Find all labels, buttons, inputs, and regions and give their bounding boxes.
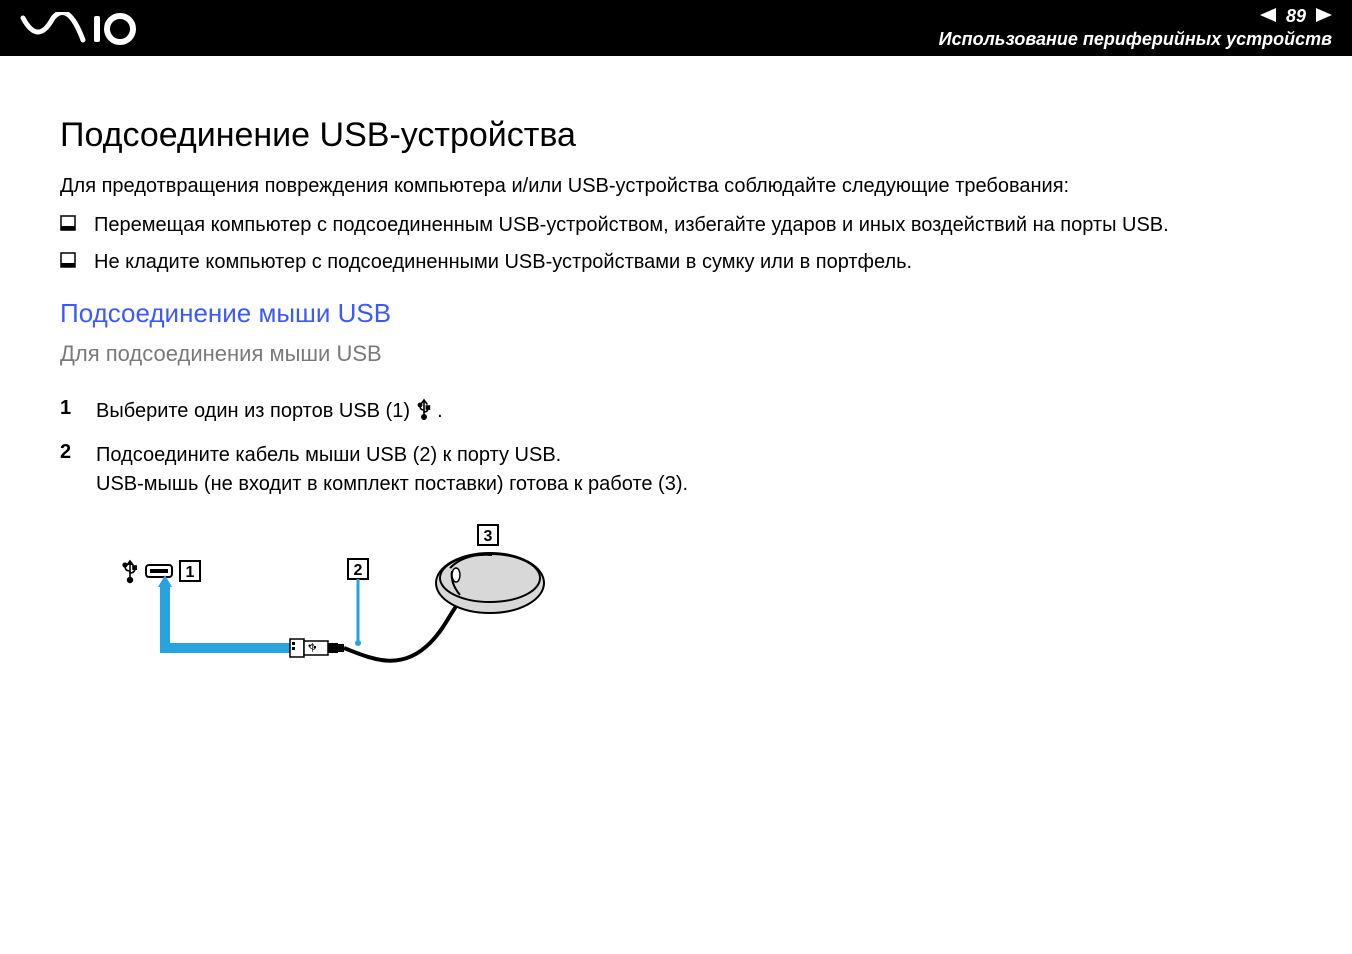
prev-page-arrow[interactable] [1260,6,1276,27]
step-text: Подсоедините кабель мыши USB (2) к порту… [96,441,688,499]
step-line: USB-мышь (не входит в комплект поставки)… [96,473,688,495]
precautions-list: Перемещая компьютер с подсоединенным USB… [60,212,1292,276]
vaio-logo [20,12,140,51]
step-number: 1 [60,397,74,420]
page-number: 89 [1286,6,1306,27]
usb-icon [416,398,432,429]
page-content: Подсоединение USB-устройства Для предотв… [0,56,1352,698]
step-text-after: . [437,400,443,422]
intro-text: Для предотвращения повреждения компьютер… [60,175,1292,198]
step-text-before: Выберите один из портов USB (1) [96,400,416,422]
header-right: 89 Использование периферийных устройств [939,6,1332,50]
bullet-text: Перемещая компьютер с подсоединенным USB… [94,212,1169,239]
subsection-lead: Для подсоединения мыши USB [60,341,1292,367]
step-item: 2 Подсоедините кабель мыши USB (2) к пор… [60,441,1292,499]
bullet-icon [60,252,76,273]
diagram-label-3: 3 [478,525,498,545]
step-line: Подсоедините кабель мыши USB (2) к порту… [96,444,561,466]
diagram-label-1: 1 [180,561,200,581]
subsection-title: Подсоединение мыши USB [60,298,1292,329]
steps-list: 1 Выберите один из портов USB (1) [60,397,1292,499]
list-item: Перемещая компьютер с подсоединенным USB… [60,212,1292,239]
svg-text:3: 3 [484,528,493,545]
step-text: Выберите один из портов USB (1) [96,397,443,429]
next-page-arrow[interactable] [1316,6,1332,27]
bullet-text: Не кладите компьютер с подсоединенными U… [94,249,912,276]
page-nav: 89 [939,6,1332,27]
page-title: Подсоединение USB-устройства [60,116,1292,155]
list-item: Не кладите компьютер с подсоединенными U… [60,249,1292,276]
step-item: 1 Выберите один из портов USB (1) [60,397,1292,429]
diagram-label-2: 2 [348,559,368,579]
mouse-illustration [436,553,544,613]
page-header: 89 Использование периферийных устройств [0,0,1352,56]
svg-text:2: 2 [354,562,363,579]
section-title: Использование периферийных устройств [939,29,1332,50]
connection-diagram: 1 [100,523,1292,698]
bullet-icon [60,215,76,236]
svg-text:1: 1 [186,564,195,581]
step-number: 2 [60,441,74,464]
